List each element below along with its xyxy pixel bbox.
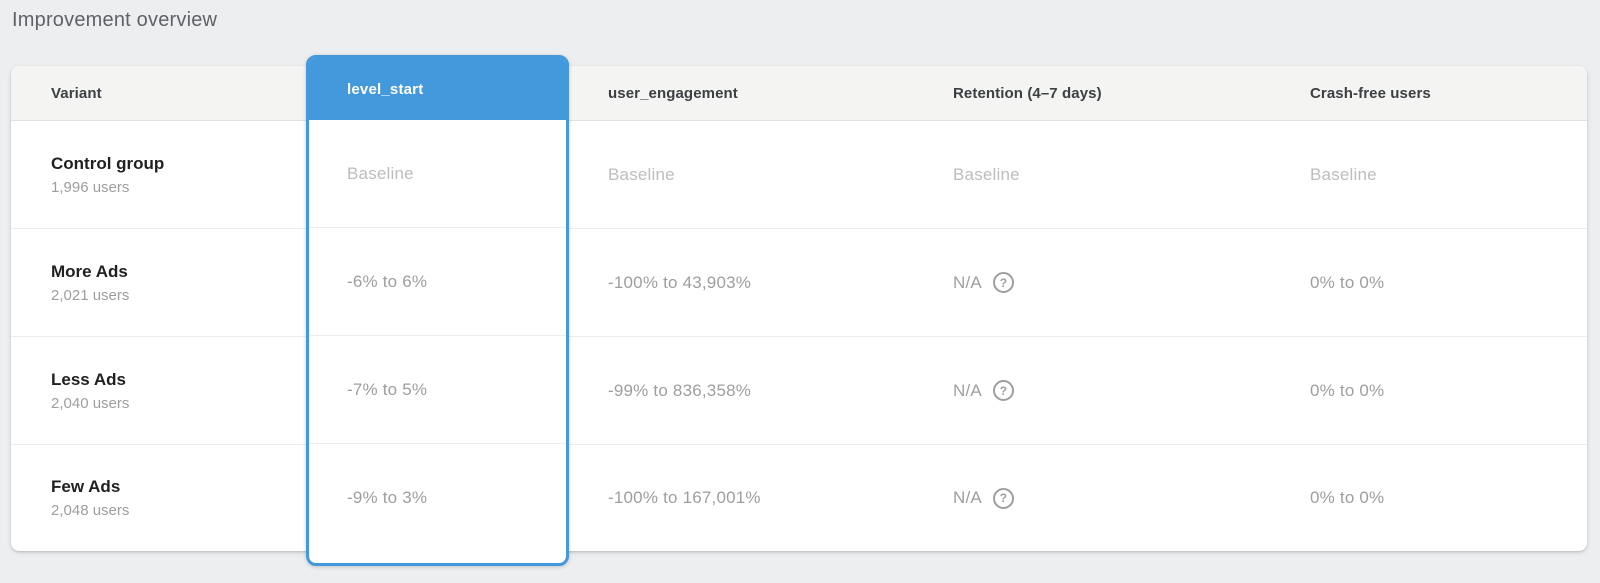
table-row: More Ads 2,021 users -100% to 43,903% N/… (11, 229, 1587, 337)
help-icon[interactable]: ? (992, 380, 1014, 401)
retention-cell: N/A ? (906, 380, 1246, 401)
table-row: Less Ads 2,040 users -99% to 836,358% N/… (11, 337, 1587, 445)
variant-name: Less Ads (51, 369, 126, 389)
column-header-user-engagement[interactable]: user_engagement (608, 84, 738, 102)
level-start-cell: -7% to 5% (309, 336, 566, 444)
user-engagement-cell: -99% to 836,358% (608, 380, 752, 400)
level-start-cell: -6% to 6% (309, 228, 566, 336)
variant-name: Control group (51, 153, 165, 173)
crash-free-cell: 0% to 0% (1310, 272, 1385, 292)
variant-user-count: 2,040 users (51, 394, 130, 412)
column-header-crash-free[interactable]: Crash-free users (1310, 84, 1431, 102)
table-row: Control group 1,996 users Baseline Basel… (11, 121, 1587, 229)
variant-cell: Control group 1,996 users (11, 151, 306, 199)
improvement-overview-table: Variant user_engagement Retention (4–7 d… (11, 55, 1587, 566)
variant-cell: More Ads 2,021 users (11, 259, 306, 307)
help-icon[interactable]: ? (992, 272, 1014, 293)
variant-name: Few Ads (51, 477, 121, 496)
variant-user-count: 2,048 users (51, 502, 130, 519)
retention-cell: Baseline (953, 164, 1020, 184)
column-header-variant: Variant (51, 84, 102, 102)
selected-column-header[interactable]: level_start (309, 58, 566, 120)
help-icon[interactable]: ? (992, 487, 1014, 509)
user-engagement-cell: -100% to 43,903% (608, 272, 752, 292)
user-engagement-cell: Baseline (608, 164, 675, 184)
crash-free-cell: 0% to 0% (1310, 380, 1385, 400)
table-row: Few Ads 2,048 users -100% to 167,001% N/… (11, 445, 1587, 551)
retention-cell: N/A ? (906, 487, 1246, 509)
user-engagement-cell: -100% to 167,001% (608, 488, 761, 507)
page-title: Improvement overview (12, 9, 218, 31)
variant-user-count: 1,996 users (51, 178, 130, 196)
crash-free-cell: Baseline (1310, 164, 1377, 184)
variant-user-count: 2,021 users (51, 286, 130, 304)
selected-metric-column[interactable]: level_start Baseline -6% to 6% -7% to 5%… (306, 55, 569, 566)
variant-cell: Few Ads 2,048 users (11, 474, 306, 522)
crash-free-cell: 0% to 0% (1310, 488, 1385, 507)
retention-cell: N/A ? (906, 272, 1246, 293)
variant-cell: Less Ads 2,040 users (11, 367, 306, 415)
level-start-cell: Baseline (309, 120, 566, 228)
variant-name: More Ads (51, 261, 128, 281)
level-start-cell: -9% to 3% (347, 487, 428, 507)
table-header-row: Variant user_engagement Retention (4–7 d… (11, 66, 1587, 121)
column-header-retention[interactable]: Retention (4–7 days) (953, 84, 1102, 102)
